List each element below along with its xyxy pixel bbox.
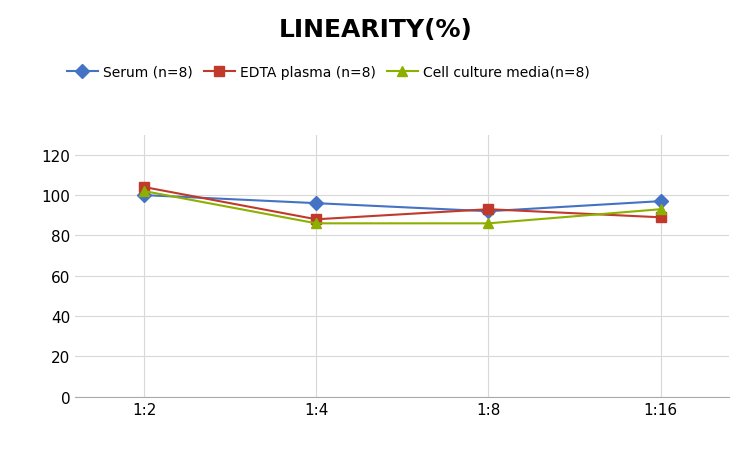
Serum (n=8) [312, 201, 321, 207]
Cell culture media(n=8) [656, 207, 665, 212]
Cell culture media(n=8) [140, 189, 149, 194]
EDTA plasma (n=8) [140, 185, 149, 190]
EDTA plasma (n=8) [312, 217, 321, 222]
Line: Cell culture media(n=8): Cell culture media(n=8) [139, 187, 666, 229]
Text: LINEARITY(%): LINEARITY(%) [279, 18, 473, 42]
Serum (n=8) [484, 209, 493, 215]
Serum (n=8) [140, 193, 149, 198]
Legend: Serum (n=8), EDTA plasma (n=8), Cell culture media(n=8): Serum (n=8), EDTA plasma (n=8), Cell cul… [67, 65, 590, 79]
Serum (n=8) [656, 199, 665, 204]
EDTA plasma (n=8) [656, 215, 665, 221]
Line: Serum (n=8): Serum (n=8) [139, 191, 666, 216]
EDTA plasma (n=8) [484, 207, 493, 212]
Cell culture media(n=8) [484, 221, 493, 226]
Cell culture media(n=8) [312, 221, 321, 226]
Line: EDTA plasma (n=8): EDTA plasma (n=8) [139, 183, 666, 225]
